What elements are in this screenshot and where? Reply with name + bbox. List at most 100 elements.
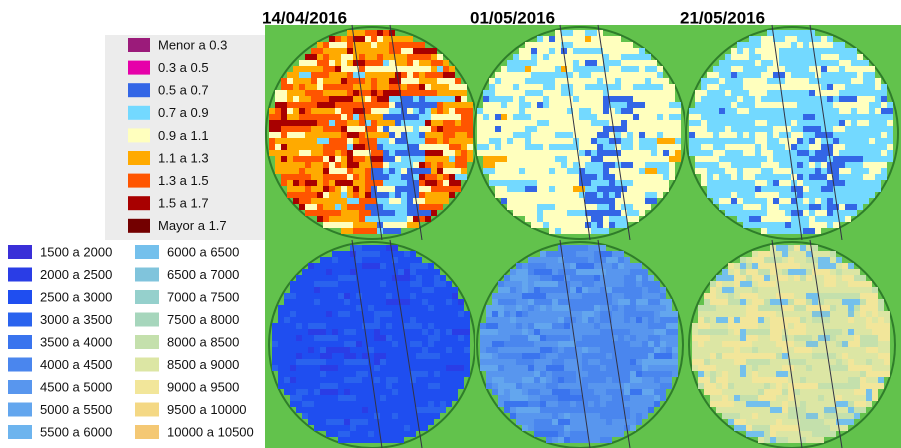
map-pixel <box>785 66 791 72</box>
map-pixel <box>543 204 549 210</box>
map-pixel <box>549 174 555 180</box>
map-pixel <box>857 168 863 174</box>
map-pixel <box>510 401 516 407</box>
map-pixel <box>642 317 648 323</box>
map-pixel <box>746 257 752 263</box>
map-pixel <box>513 108 519 114</box>
map-pixel <box>389 102 395 108</box>
map-pixel <box>422 419 428 425</box>
map-pixel <box>525 186 531 192</box>
map-pixel <box>534 257 540 263</box>
map-pixel <box>362 269 368 275</box>
map-pixel <box>522 359 528 365</box>
map-pixel <box>788 245 794 251</box>
map-pixel <box>663 108 669 114</box>
map-pixel <box>791 114 797 120</box>
map-pixel <box>486 365 492 371</box>
map-pixel <box>540 419 546 425</box>
map-pixel <box>564 317 570 323</box>
map-pixel <box>761 120 767 126</box>
map-pixel <box>510 365 516 371</box>
map-pixel <box>833 204 839 210</box>
map-pixel <box>851 108 857 114</box>
map-pixel <box>549 48 555 54</box>
map-pixel <box>875 168 881 174</box>
map-pixel <box>743 108 749 114</box>
map-pixel <box>486 341 492 347</box>
map-pixel <box>389 210 395 216</box>
map-pixel <box>779 42 785 48</box>
map-pixel <box>645 204 651 210</box>
map-pixel <box>386 371 392 377</box>
map-pixel <box>710 323 716 329</box>
map-pixel <box>585 48 591 54</box>
map-pixel <box>350 281 356 287</box>
map-pixel <box>410 347 416 353</box>
map-pixel <box>749 42 755 48</box>
map-pixel <box>839 216 845 222</box>
map-pixel <box>633 96 639 102</box>
map-pixel <box>755 138 761 144</box>
map-pixel <box>761 36 767 42</box>
map-pixel <box>293 72 299 78</box>
map-pixel <box>651 168 657 174</box>
map-pixel <box>621 60 627 66</box>
map-pixel <box>278 323 284 329</box>
map-pixel <box>689 144 695 150</box>
map-pixel <box>839 186 845 192</box>
map-pixel <box>600 419 606 425</box>
map-pixel <box>791 150 797 156</box>
map-pixel <box>299 126 305 132</box>
map-pixel <box>395 138 401 144</box>
map-pixel <box>501 102 507 108</box>
map-pixel <box>452 293 458 299</box>
map-pixel <box>567 132 573 138</box>
map-pixel <box>845 84 851 90</box>
map-pixel <box>884 317 890 323</box>
map-pixel <box>615 78 621 84</box>
map-pixel <box>329 180 335 186</box>
map-pixel <box>591 72 597 78</box>
map-pixel <box>489 132 495 138</box>
map-pixel <box>302 311 308 317</box>
map-pixel <box>516 395 522 401</box>
map-pixel <box>546 305 552 311</box>
map-pixel <box>350 251 356 257</box>
map-pixel <box>794 287 800 293</box>
map-pixel <box>791 42 797 48</box>
map-pixel <box>540 359 546 365</box>
map-pixel <box>695 108 701 114</box>
map-pixel <box>546 383 552 389</box>
map-pixel <box>422 263 428 269</box>
map-pixel <box>413 84 419 90</box>
map-pixel <box>752 311 758 317</box>
map-pixel <box>522 293 528 299</box>
map-pixel <box>561 30 567 36</box>
map-pixel <box>383 60 389 66</box>
map-pixel <box>606 299 612 305</box>
map-pixel <box>293 168 299 174</box>
map-pixel <box>878 311 884 317</box>
map-pixel <box>791 168 797 174</box>
map-pixel <box>305 114 311 120</box>
map-pixel <box>389 30 395 36</box>
map-pixel <box>413 114 419 120</box>
map-pixel <box>645 60 651 66</box>
map-pixel <box>603 222 609 228</box>
map-pixel <box>660 347 666 353</box>
map-pixel <box>365 192 371 198</box>
map-pixel <box>564 311 570 317</box>
map-pixel <box>567 198 573 204</box>
map-pixel <box>455 138 461 144</box>
map-pixel <box>531 108 537 114</box>
map-pixel <box>455 150 461 156</box>
map-pixel <box>597 30 603 36</box>
map-pixel <box>812 281 818 287</box>
map-pixel <box>422 335 428 341</box>
map-pixel <box>371 174 377 180</box>
map-pixel <box>534 371 540 377</box>
map-pixel <box>612 275 618 281</box>
map-pixel <box>335 216 341 222</box>
map-pixel <box>398 263 404 269</box>
map-pixel <box>722 335 728 341</box>
